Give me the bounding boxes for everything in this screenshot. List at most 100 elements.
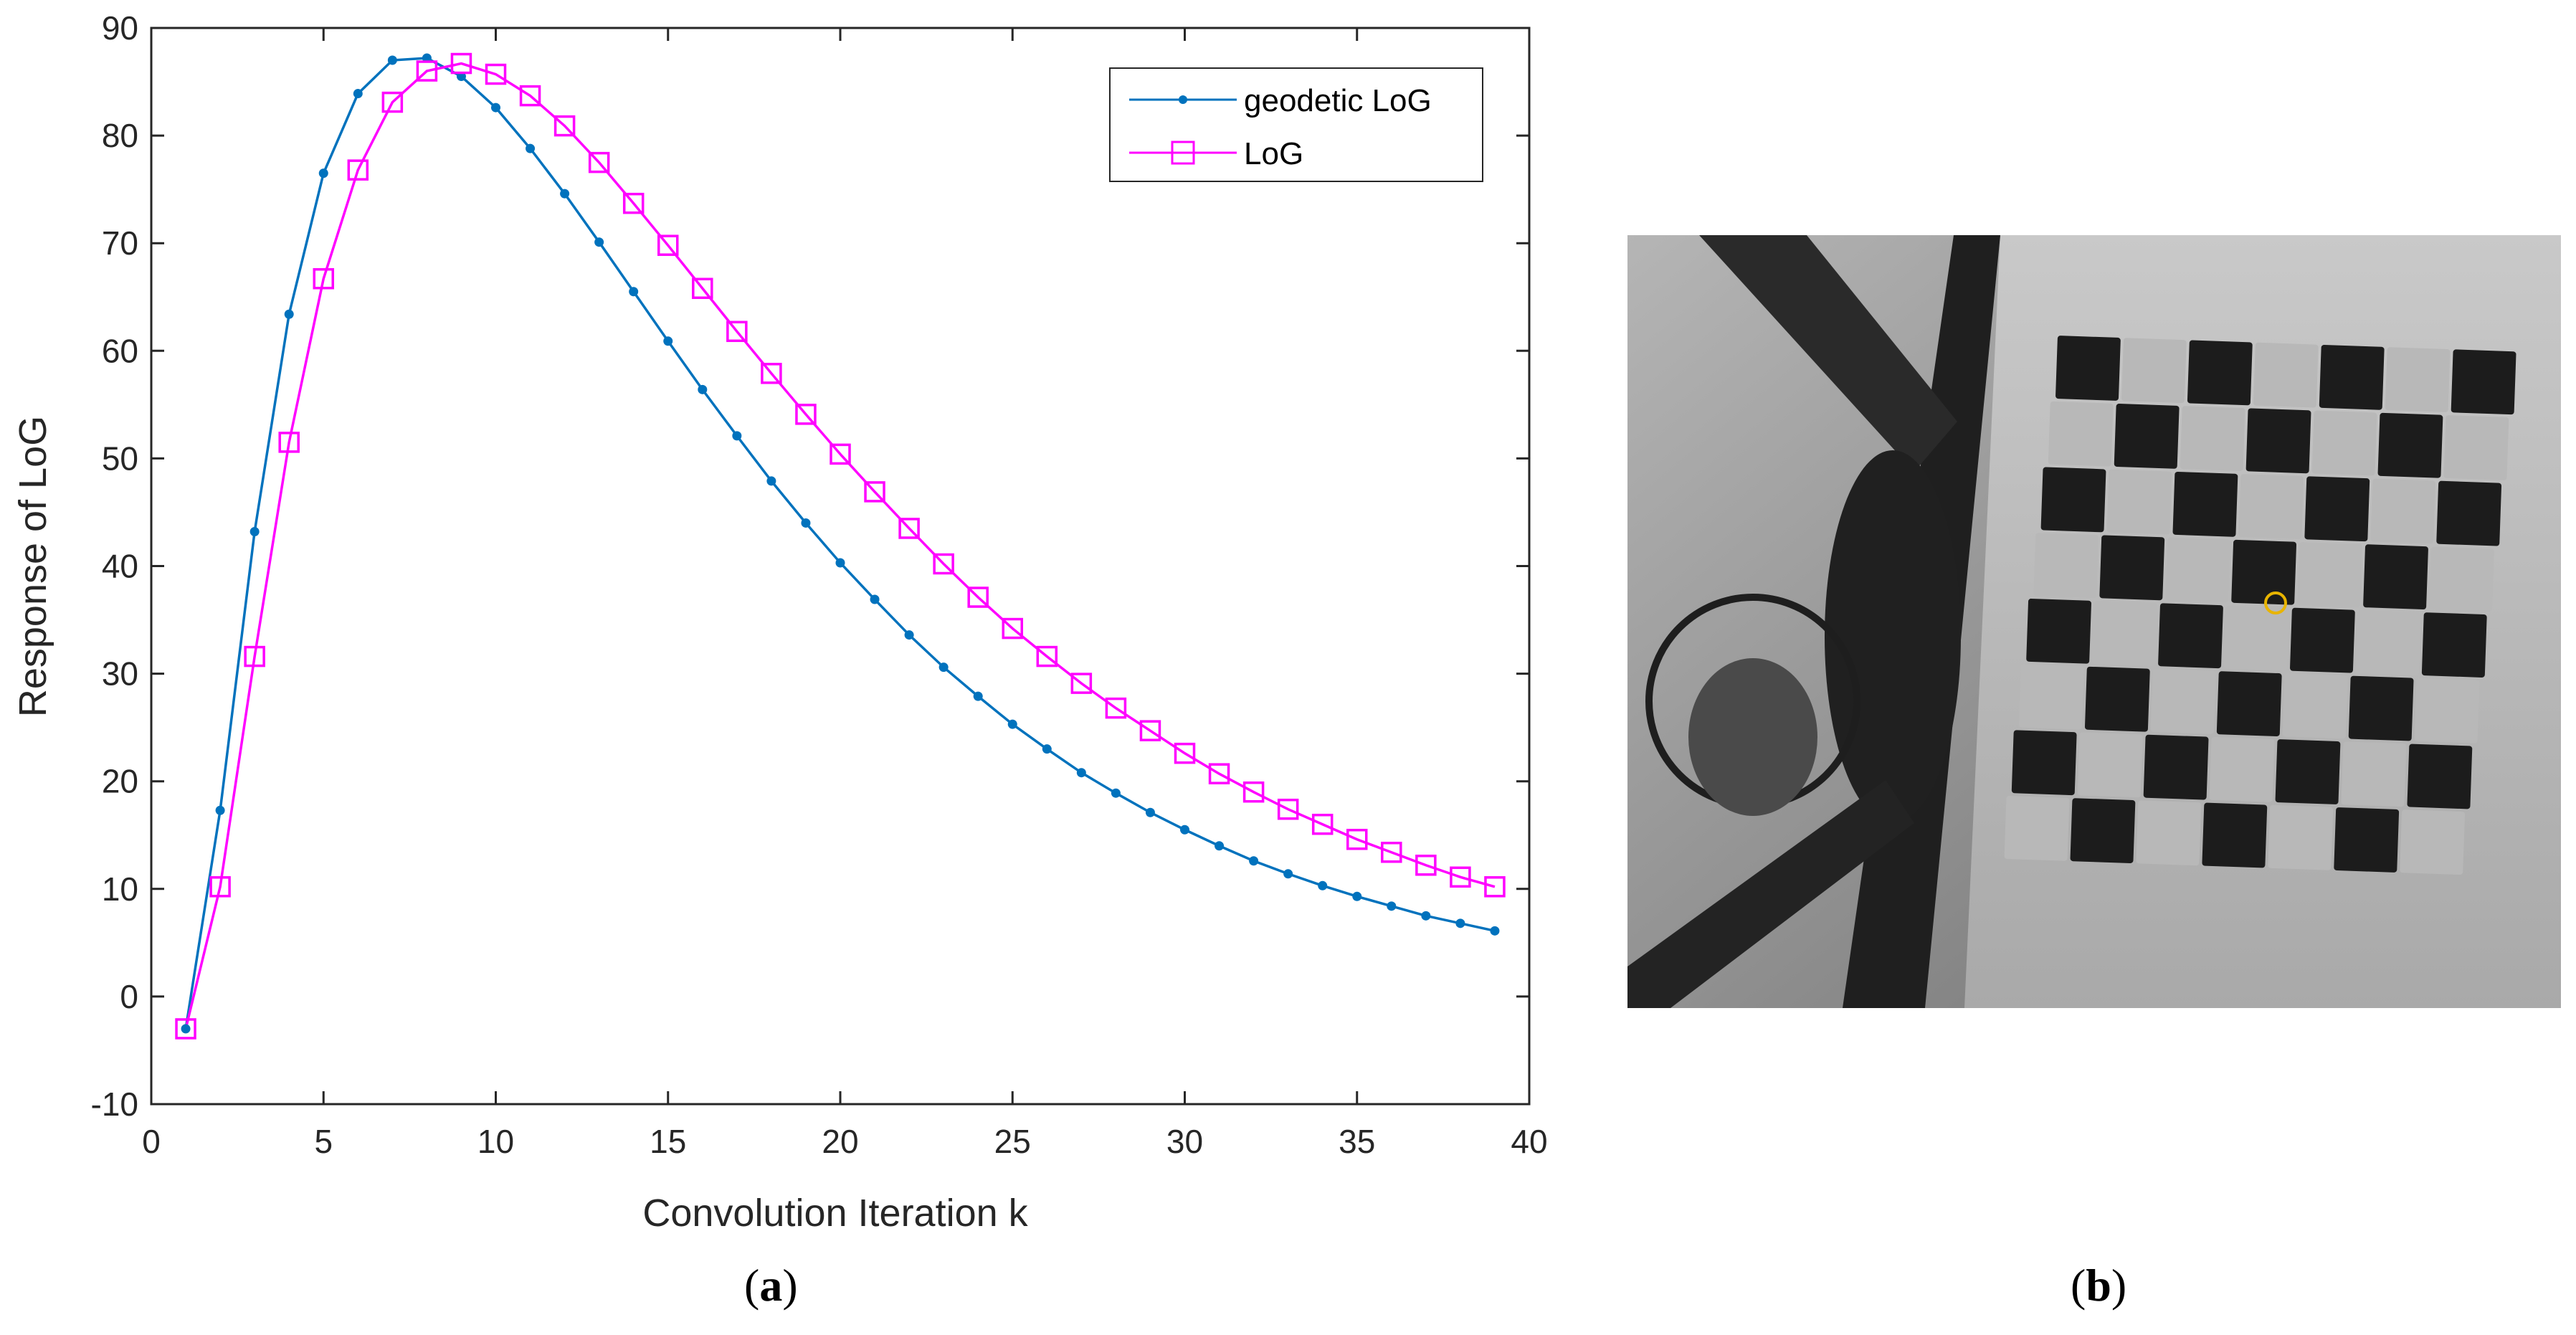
dark-bar-lower [1627,780,1914,1008]
checker-square-dark [2275,739,2341,804]
checker-square-dark [2114,404,2180,469]
data-point-dot [181,1024,191,1034]
panel-label-a: (a) [744,1260,798,1311]
checker-square-dark [2290,607,2355,673]
data-point-square [1484,876,1506,898]
data-point-square [657,234,679,256]
data-point-dot [1387,901,1397,911]
y-tick-label: 60 [102,332,138,369]
checkerboard [2004,336,2516,875]
x-tick-label: 40 [1511,1123,1547,1160]
data-point-dot [904,630,914,640]
legend-marker-geodetic [1179,95,1187,104]
checker-square-dark [2451,349,2516,415]
checker-square-dark [2099,535,2165,601]
checker-square-dark [2304,476,2370,542]
data-point-dot [1283,869,1293,879]
x-tick-label: 0 [142,1123,161,1160]
data-point-dot [594,237,604,247]
checker-square-light [2370,478,2436,544]
data-point-square [553,115,576,137]
data-point-square [244,645,265,668]
data-point-dot [1180,825,1189,835]
data-point-dot [1111,788,1121,798]
data-point-dot [663,336,673,346]
data-point-square [1311,813,1334,835]
y-tick-label: 80 [102,117,138,154]
data-point-dot [732,431,742,441]
y-tick-label: 20 [102,763,138,800]
x-tick-label: 30 [1166,1123,1203,1160]
checker-square-light [2385,347,2451,412]
checker-square-light [2150,669,2216,734]
data-point-dot [835,558,845,568]
checker-square-dark [2231,539,2297,605]
checker-square-light [2033,533,2099,598]
data-point-dot [629,287,639,297]
data-point-square [175,1018,196,1040]
panel-label-b: (b) [2071,1260,2127,1311]
data-point-dot [456,72,466,82]
legend-label-log: LoG [1244,136,1303,171]
checker-square-light [2165,537,2231,603]
checker-square-light [2268,804,2334,870]
checker-square-light [2414,678,2480,743]
checkerboard-photo [1627,235,2561,1008]
checker-square-dark [2334,807,2400,873]
data-point-dot [870,594,880,604]
data-point-dot [387,55,397,65]
checker-square-light [2443,415,2509,480]
data-point-square [1450,866,1471,888]
checker-square-light [2048,401,2114,467]
wheel-hub [1688,658,1817,816]
data-point-square [1381,842,1402,863]
data-point-dot [1076,768,1086,778]
data-point-dot [698,384,708,394]
checker-square-dark [2436,480,2502,546]
data-point-dot [1042,744,1052,754]
data-point-square [1208,763,1230,784]
data-point-square [726,320,748,343]
checker-square-light [2341,741,2407,807]
yellow-circle-marker [2264,592,2287,614]
data-point-square [1139,720,1161,741]
data-point-square [967,586,989,608]
y-tick-label: -10 [91,1085,138,1123]
data-point-square [761,363,782,384]
data-point-square [795,404,817,425]
series-group [175,52,1506,1040]
data-point-square [519,85,541,107]
checker-square-light [2136,800,2202,866]
checker-square-light [2004,796,2070,861]
y-tick-label: 30 [102,655,138,693]
data-point-square [1415,855,1437,876]
data-point-square [692,277,713,299]
checker-square-dark [2026,598,2091,664]
checker-square-light [2092,601,2157,666]
data-point-dot [1145,807,1155,817]
checker-square-dark [2187,340,2253,406]
data-point-dot [938,662,949,673]
checker-square-dark [2040,467,2106,533]
data-point-dot [801,518,811,528]
checker-square-dark [2407,743,2473,809]
data-point-square [1070,673,1093,694]
checker-square-dark [2172,471,2238,537]
checker-square-dark [2011,730,2077,796]
data-point-square [1346,829,1368,850]
data-point-dot [1318,880,1328,890]
legend-marker-log [1171,141,1195,165]
checker-square-dark [2202,802,2268,868]
checker-square-light [2282,673,2348,739]
data-point-dot [1249,856,1259,866]
dark-object [1825,450,1961,823]
checker-square-dark [2319,344,2385,410]
data-point-square [1242,781,1265,803]
x-tick-label: 25 [994,1123,1031,1160]
data-point-square [1036,645,1058,668]
checker-square-dark [2143,734,2209,800]
checker-square-light [2311,410,2377,476]
checker-square-light [2019,664,2084,730]
checker-square-light [2238,474,2304,539]
